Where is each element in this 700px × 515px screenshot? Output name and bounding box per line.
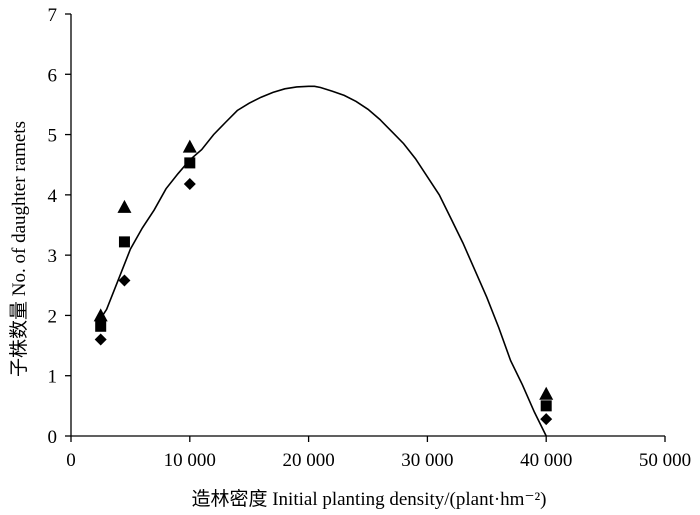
x-tick-label: 30 000 <box>401 450 453 471</box>
y-tick-label: 6 <box>48 65 58 86</box>
square-point <box>184 157 196 169</box>
triangle-point <box>117 199 132 213</box>
square-point <box>540 400 552 412</box>
square-point <box>118 236 130 248</box>
diamond-point <box>118 274 131 287</box>
x-tick-label: 40 000 <box>520 450 572 471</box>
triangle-point <box>182 139 197 153</box>
x-tick-label: 50 000 <box>639 450 691 471</box>
y-tick-label: 0 <box>48 427 58 448</box>
diamond-point <box>540 413 553 426</box>
square-point <box>95 320 107 332</box>
y-tick-label: 1 <box>48 367 58 388</box>
triangle-point <box>539 386 554 400</box>
y-ticks: 0 1 2 3 4 5 6 7 <box>48 5 71 448</box>
y-tick-label: 4 <box>48 186 58 207</box>
fit-curve <box>100 85 547 437</box>
data-points <box>93 139 554 426</box>
x-ticks: 0 10 000 20 000 30 000 40 000 50 000 <box>66 436 691 471</box>
y-tick-label: 7 <box>48 5 58 26</box>
diamond-point <box>183 178 196 191</box>
axes <box>70 14 665 437</box>
y-tick-label: 3 <box>48 246 58 267</box>
diamond-point <box>94 333 107 346</box>
y-axis-title: 子株数量 No. of daughter ramets <box>8 121 30 377</box>
y-tick-label: 2 <box>48 306 58 327</box>
x-axis-title: 造林密度 Initial planting density/(plant·hm⁻… <box>191 488 546 510</box>
x-tick-label: 20 000 <box>282 450 334 471</box>
x-tick-label: 10 000 <box>164 450 216 471</box>
y-tick-label: 5 <box>48 126 58 147</box>
triangle-point <box>93 308 108 322</box>
x-tick-label: 0 <box>66 450 76 471</box>
